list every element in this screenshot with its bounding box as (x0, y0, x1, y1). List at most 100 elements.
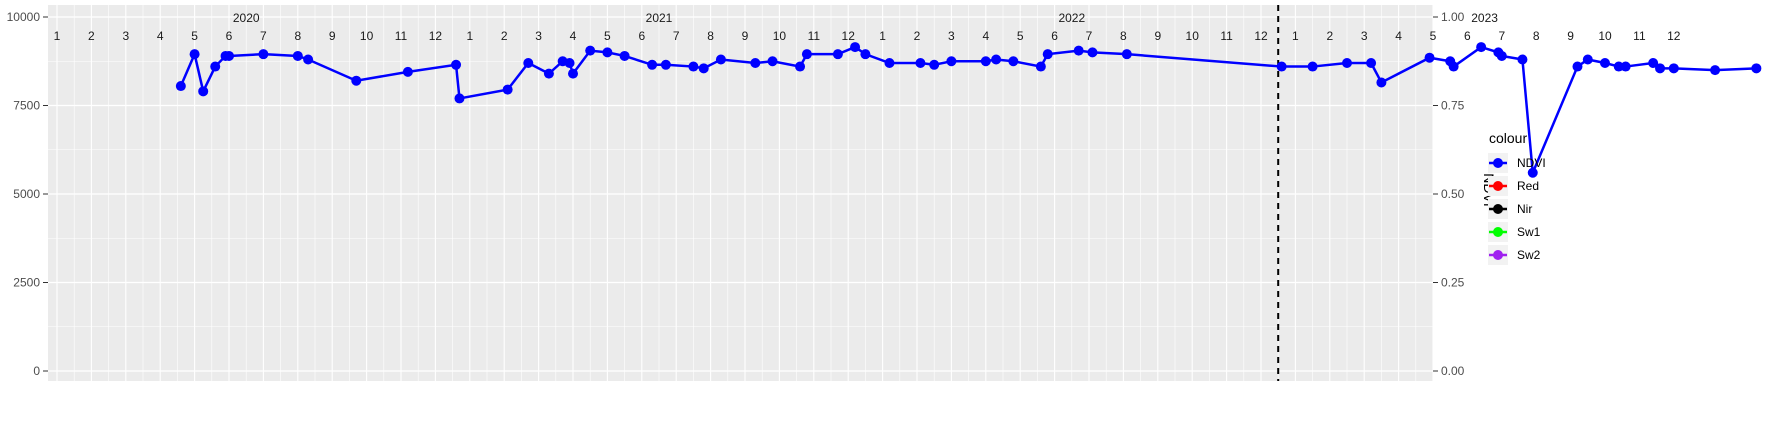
y-axis-left-ticks: 0 2500 5000 7500 10000 (7, 10, 48, 378)
month-label: 7 (1498, 29, 1505, 43)
legend-item-nir: Nir (1488, 199, 1532, 219)
month-label: 11 (1633, 29, 1646, 43)
y-left-tick-label: 0 (33, 364, 40, 378)
series-point-ndvi (915, 58, 926, 69)
legend-label: Sw2 (1517, 248, 1541, 262)
y-right-tick-label: 0.50 (1441, 187, 1465, 201)
legend-key-point (1493, 158, 1503, 168)
month-label: 5 (1430, 29, 1437, 43)
month-label: 5 (191, 29, 198, 43)
month-label: 8 (707, 29, 714, 43)
month-label: 6 (226, 29, 233, 43)
legend-label: Red (1517, 179, 1539, 193)
month-label: 4 (570, 29, 577, 43)
series-point-ndvi (1366, 58, 1377, 69)
series-point-ndvi (402, 66, 413, 77)
series-point-ndvi (1668, 63, 1679, 74)
series-point-ndvi (1342, 58, 1352, 69)
month-label: 10 (1186, 29, 1200, 43)
series-point-ndvi (454, 93, 465, 104)
month-label: 2 (88, 29, 95, 43)
series-point-ndvi (980, 56, 991, 67)
series-point-ndvi (351, 75, 362, 86)
series-point-ndvi (303, 54, 314, 65)
legend-item-sw2: Sw2 (1488, 245, 1541, 265)
year-labels: 2020 2021 2022 2023 (233, 11, 1498, 25)
month-label: 4 (157, 29, 164, 43)
series-point-ndvi (860, 49, 871, 60)
month-label: 1 (1292, 29, 1299, 43)
month-label: 1 (879, 29, 886, 43)
month-label: 5 (1017, 29, 1024, 43)
series-point-ndvi (568, 68, 578, 79)
series-point-ndvi (189, 49, 200, 60)
series-group (175, 42, 1762, 178)
y-right-tick-label: 0.75 (1441, 99, 1465, 113)
series-point-ndvi (1087, 47, 1098, 58)
series-point-ndvi (543, 68, 554, 79)
legend-title: colour (1489, 130, 1527, 146)
series-point-ndvi (801, 49, 812, 60)
series-point-ndvi (660, 59, 671, 70)
series-point-ndvi (564, 58, 575, 69)
series-point-ndvi (698, 63, 709, 74)
legend-key-point (1493, 204, 1503, 214)
month-label: 3 (1361, 29, 1368, 43)
legend-item-sw1: Sw1 (1488, 222, 1541, 242)
series-point-ndvi (258, 49, 269, 60)
year-label: 2023 (1471, 11, 1498, 25)
month-label: 3 (122, 29, 129, 43)
series-point-ndvi (198, 86, 209, 97)
series-point-ndvi (1620, 61, 1631, 72)
series-point-ndvi (1121, 49, 1132, 60)
series-point-ndvi (175, 81, 186, 92)
series-point-ndvi (991, 54, 1002, 65)
series-point-ndvi (1035, 61, 1046, 72)
month-label: 8 (294, 29, 301, 43)
y-left-tick-label: 5000 (13, 187, 40, 201)
series-point-ndvi (1655, 63, 1666, 74)
month-label: 3 (535, 29, 542, 43)
series-point-ndvi (1042, 49, 1053, 60)
y-right-tick-label: 0.00 (1441, 364, 1465, 378)
series-point-ndvi (451, 59, 462, 70)
month-label: 10 (1598, 29, 1612, 43)
y-right-tick-label: 1.00 (1441, 10, 1465, 24)
series-point-ndvi (767, 56, 778, 67)
month-label: 12 (429, 29, 443, 43)
month-label: 1 (466, 29, 473, 43)
series-point-ndvi (602, 47, 613, 58)
series-point-ndvi (292, 50, 303, 61)
month-label: 7 (1086, 29, 1093, 43)
month-label: 10 (360, 29, 374, 43)
month-label: 2 (1326, 29, 1333, 43)
legend-item-red: Red (1488, 176, 1539, 196)
series-point-ndvi (946, 56, 957, 67)
series-point-ndvi (1710, 65, 1721, 76)
legend-key-point (1493, 181, 1503, 191)
y-axis-right-ticks: 0.00 0.25 0.50 0.75 1.00 (1433, 10, 1465, 378)
series-point-ndvi (929, 59, 940, 70)
series-point-ndvi (1751, 63, 1762, 74)
series-point-ndvi (1476, 42, 1487, 53)
legend-key-point (1493, 227, 1503, 237)
month-label: 8 (1120, 29, 1127, 43)
y-right-tick-label: 0.25 (1441, 276, 1465, 290)
series-point-ndvi (1572, 61, 1583, 72)
series-point-ndvi (502, 84, 513, 95)
series-point-ndvi (715, 54, 726, 65)
year-label: 2020 (233, 11, 260, 25)
series-point-ndvi (1600, 58, 1610, 69)
month-label: 11 (808, 29, 821, 43)
month-label: 9 (1154, 29, 1161, 43)
series-point-ndvi (1527, 167, 1538, 178)
series-point-ndvi (523, 58, 534, 69)
series-point-ndvi (619, 50, 630, 61)
month-label: 12 (842, 29, 856, 43)
year-label: 2022 (1058, 11, 1085, 25)
month-label: 7 (673, 29, 680, 43)
month-label: 2 (501, 29, 508, 43)
month-label: 9 (329, 29, 336, 43)
month-label: 12 (1667, 29, 1681, 43)
